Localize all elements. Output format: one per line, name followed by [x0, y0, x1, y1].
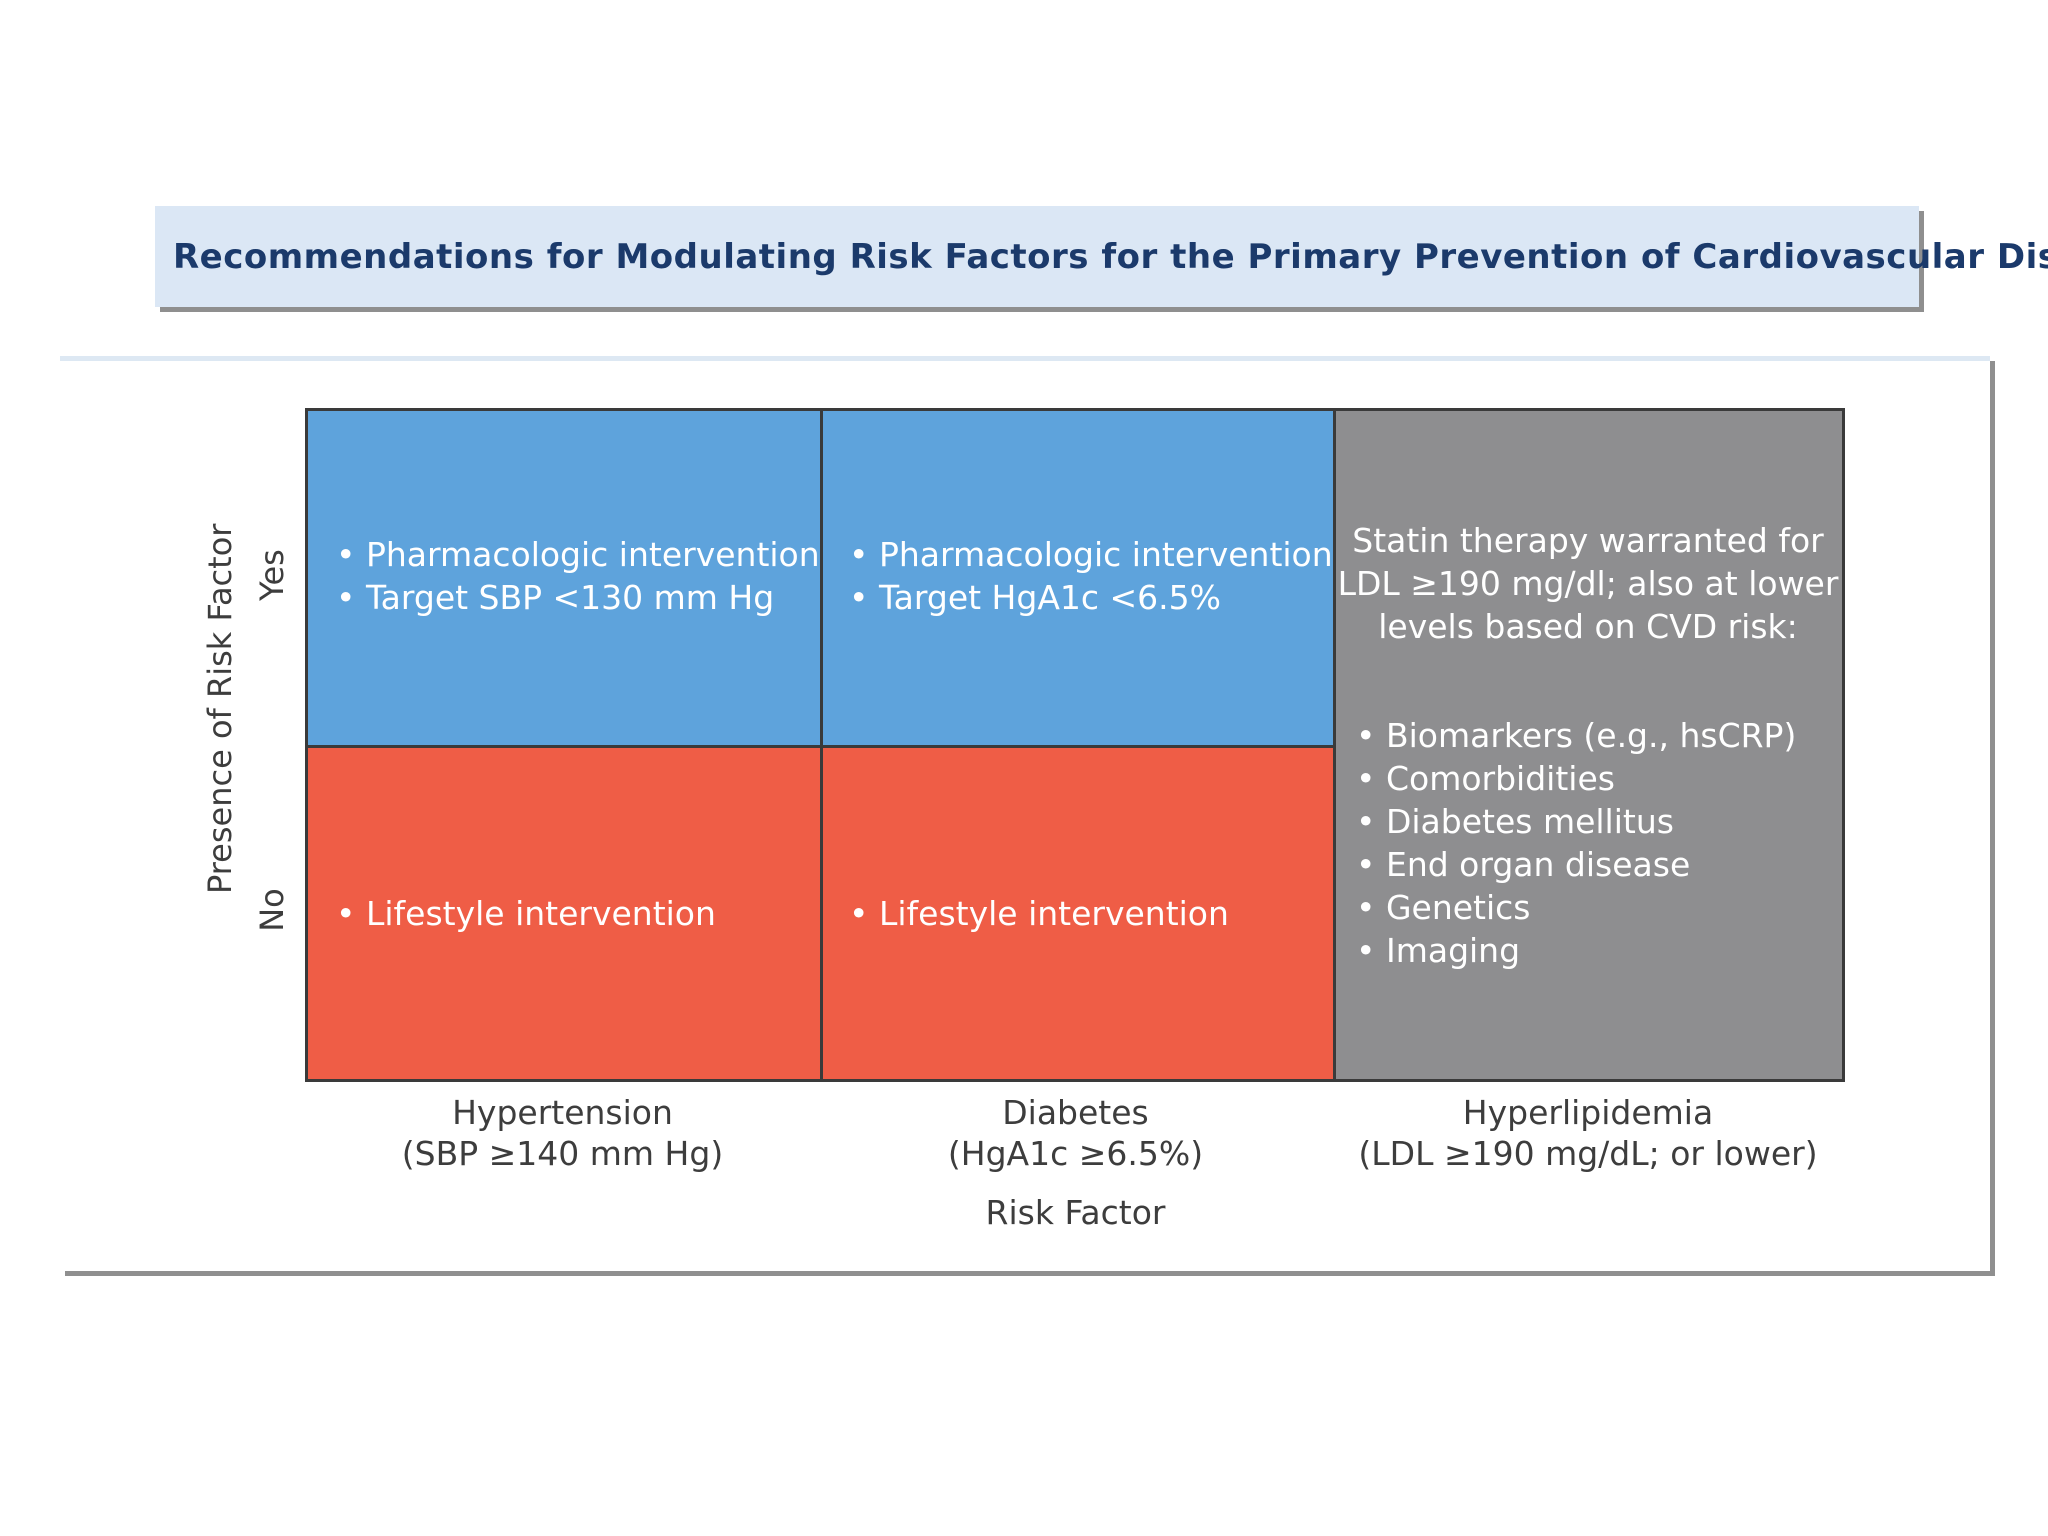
list-item: Diabetes mellitus: [1356, 800, 1796, 843]
list-item: Pharmacologic intervention: [849, 533, 1333, 576]
y-axis-label: Presence of Risk Factor: [201, 523, 239, 894]
diabetes-yes-list: Pharmacologic intervention Target HgA1c …: [849, 533, 1333, 619]
diabetes-no-list: Lifestyle intervention: [849, 892, 1229, 935]
column-label-hypertension: Hypertension (SBP ≥140 mm Hg): [401, 1093, 724, 1173]
list-item: Target SBP <130 mm Hg: [336, 576, 820, 619]
list-item: Biomarkers (e.g., hsCRP): [1356, 714, 1796, 757]
title-banner: Recommendations for Modulating Risk Fact…: [155, 206, 2048, 307]
figure-title: Recommendations for Modulating Risk Fact…: [173, 236, 2048, 277]
list-item: Imaging: [1356, 929, 1796, 972]
statin-recommendation: Statin therapy warranted for LDL ≥190 mg…: [1337, 521, 1839, 646]
list-item: Target HgA1c <6.5%: [849, 576, 1333, 619]
list-item: Pharmacologic intervention: [336, 533, 820, 576]
list-item: Comorbidities: [1356, 757, 1796, 800]
x-axis-label: Risk Factor: [985, 1193, 1166, 1232]
risk-factor-grid: Pharmacologic intervention Target SBP <1…: [305, 408, 1845, 1082]
cell-diabetes-no: Lifestyle intervention: [821, 746, 1334, 1079]
hyperlipidemia-list: Biomarkers (e.g., hsCRP) Comorbidities D…: [1356, 714, 1796, 972]
list-item: Lifestyle intervention: [849, 892, 1229, 935]
hypertension-no-list: Lifestyle intervention: [336, 892, 716, 935]
cell-hypertension-no: Lifestyle intervention: [308, 746, 821, 1079]
hypertension-yes-list: Pharmacologic intervention Target SBP <1…: [336, 533, 820, 619]
column-label-hyperlipidemia: Hyperlipidemia (LDL ≥190 mg/dL; or lower…: [1358, 1093, 1818, 1173]
cell-hypertension-yes: Pharmacologic intervention Target SBP <1…: [308, 411, 821, 746]
cell-diabetes-yes: Pharmacologic intervention Target HgA1c …: [821, 411, 1334, 746]
y-axis-yes-label: Yes: [253, 549, 291, 601]
list-item: Lifestyle intervention: [336, 892, 716, 935]
list-item: Genetics: [1356, 886, 1796, 929]
grid-divider: [308, 745, 1336, 748]
y-axis-no-label: No: [253, 888, 291, 932]
list-item: End organ disease: [1356, 843, 1796, 886]
cell-hyperlipidemia: Statin therapy warranted for LDL ≥190 mg…: [1334, 411, 1842, 1079]
column-label-diabetes: Diabetes (HgA1c ≥6.5%): [947, 1093, 1204, 1173]
